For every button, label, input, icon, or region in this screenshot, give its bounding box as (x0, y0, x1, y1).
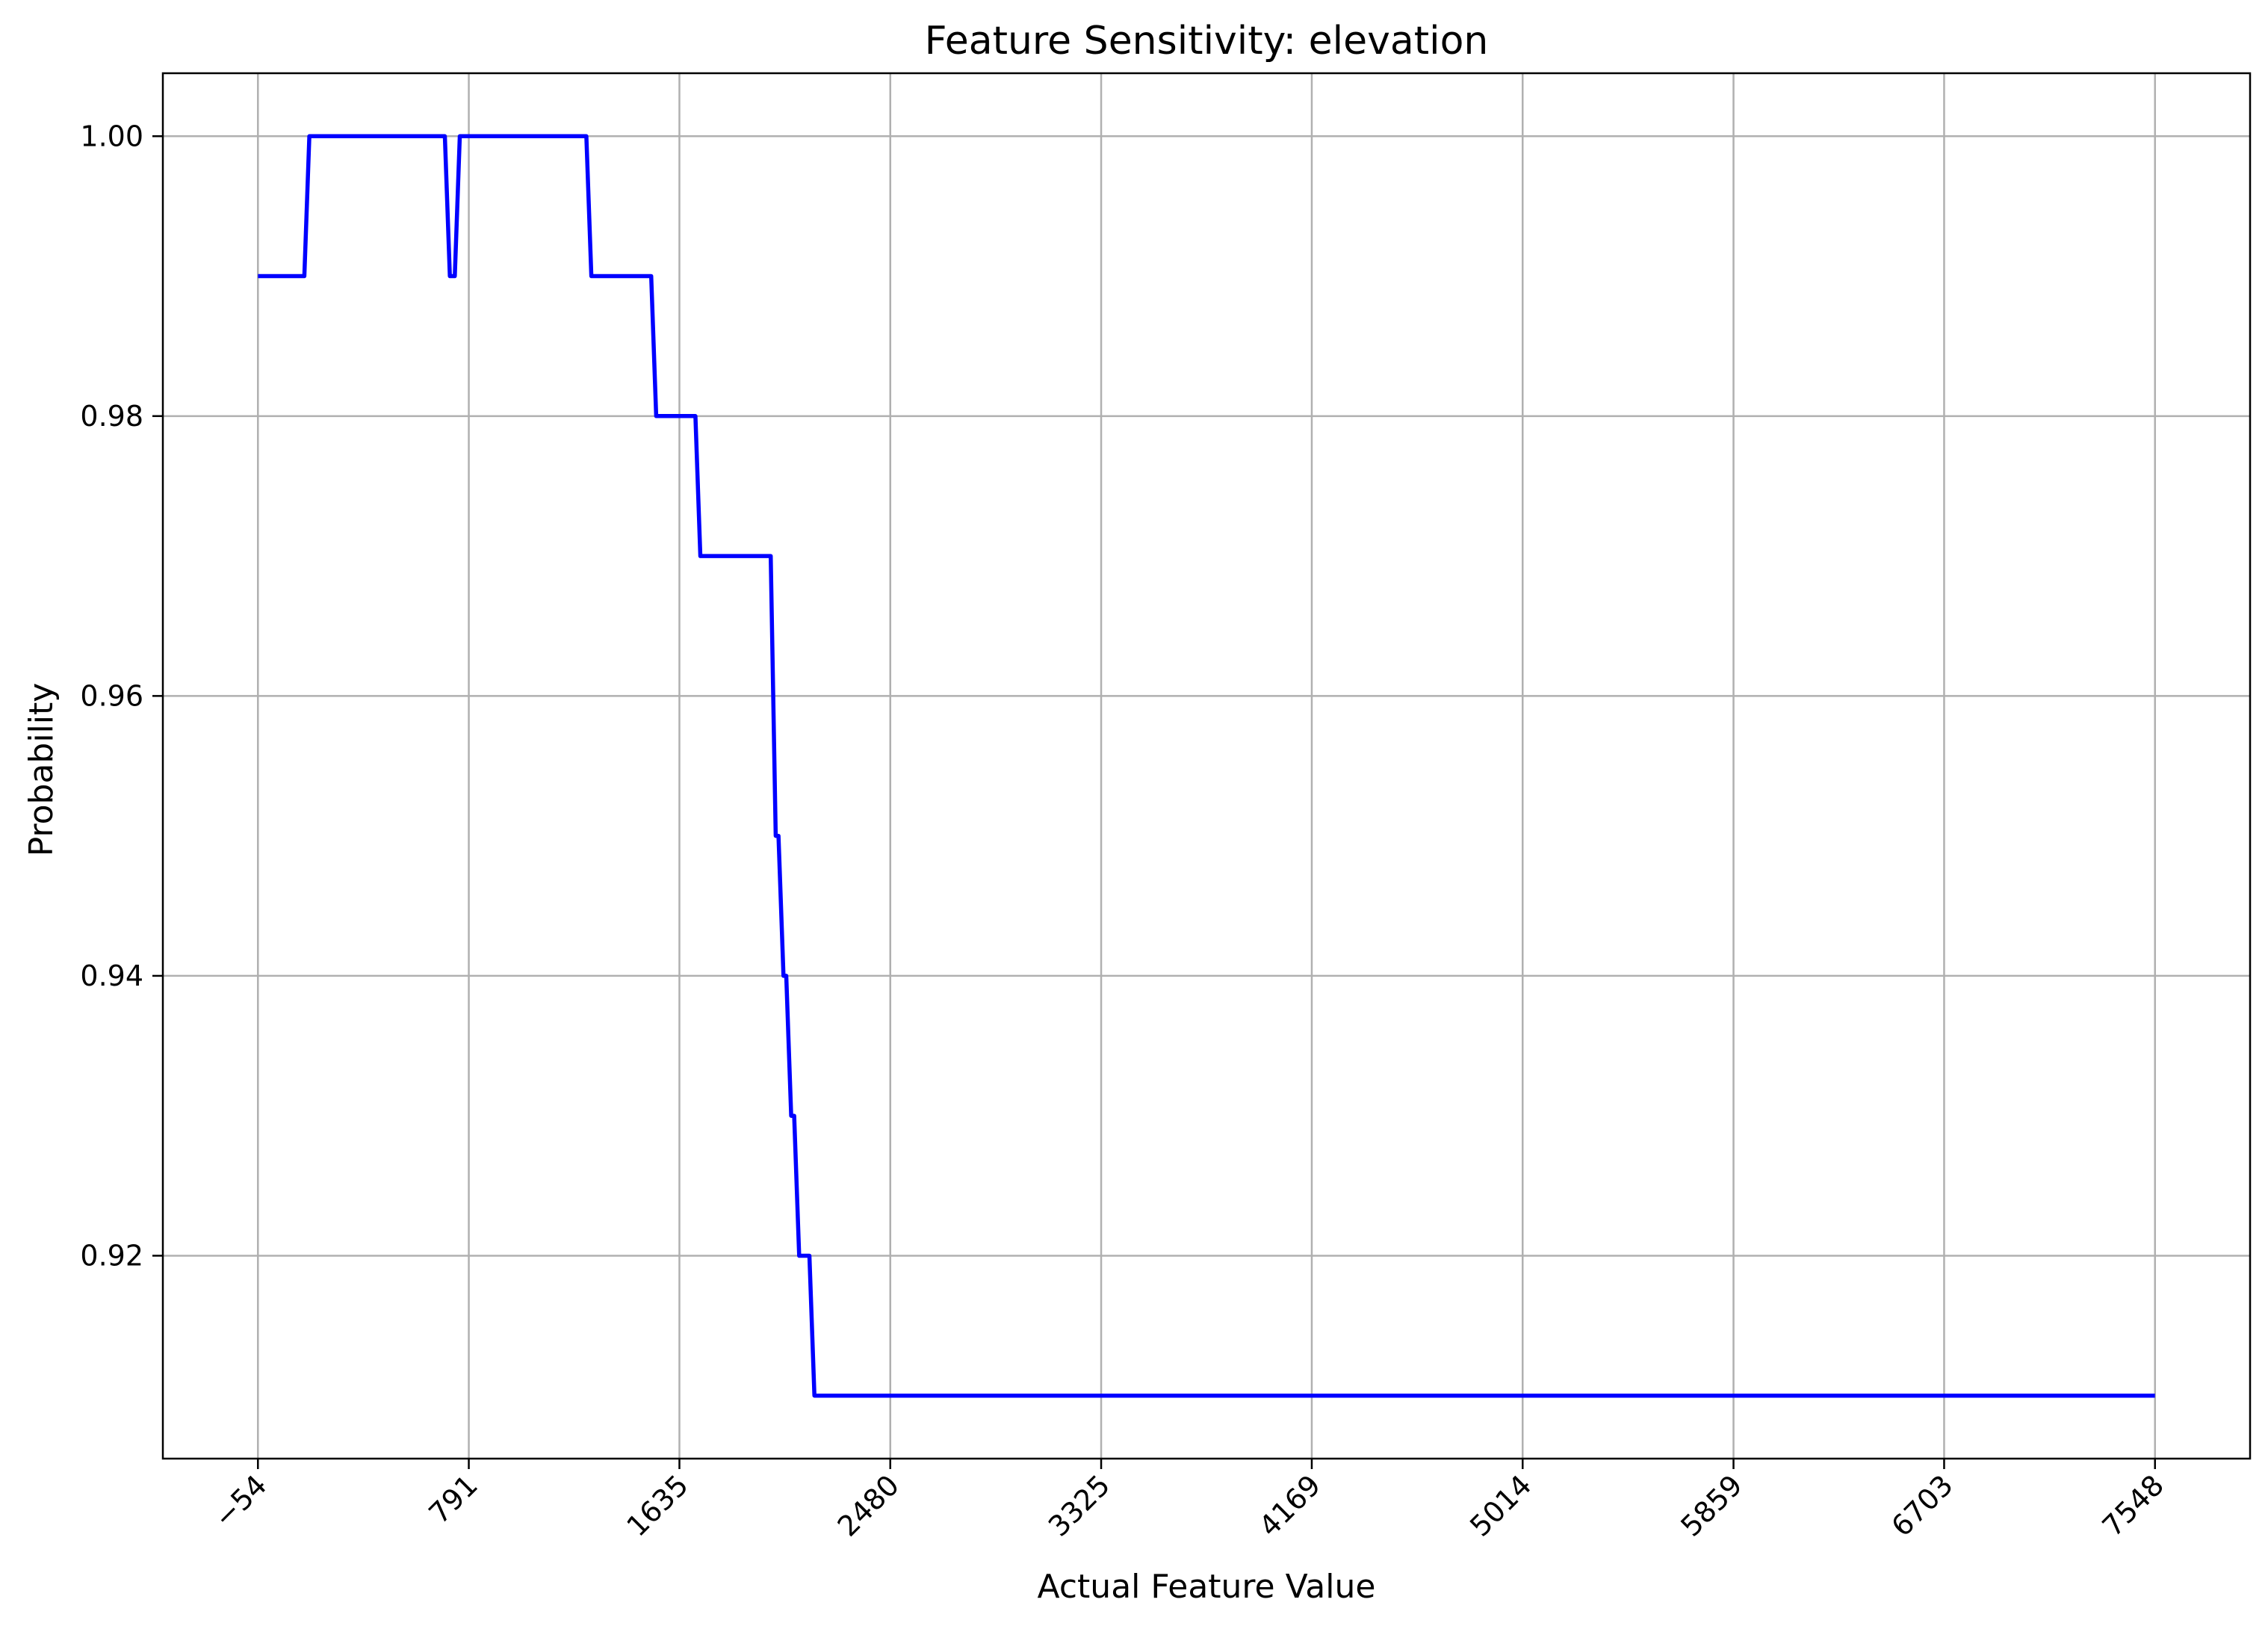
y-tick-label: 0.96 (80, 679, 143, 712)
x-axis-label: Actual Feature Value (1038, 1568, 1376, 1606)
y-tick-label: 0.92 (80, 1239, 143, 1272)
chart-title: Feature Sensitivity: elevation (925, 19, 1489, 64)
y-tick-label: 0.94 (80, 959, 143, 992)
series-line-0 (258, 134, 2155, 1398)
y-tick-label: 1.00 (80, 120, 143, 152)
y-tick-label: 0.98 (80, 400, 143, 433)
grid (163, 73, 2250, 1459)
y-axis-label: Probability (22, 683, 61, 857)
plot-series (258, 134, 2155, 1398)
plot-frame (161, 72, 2252, 1460)
